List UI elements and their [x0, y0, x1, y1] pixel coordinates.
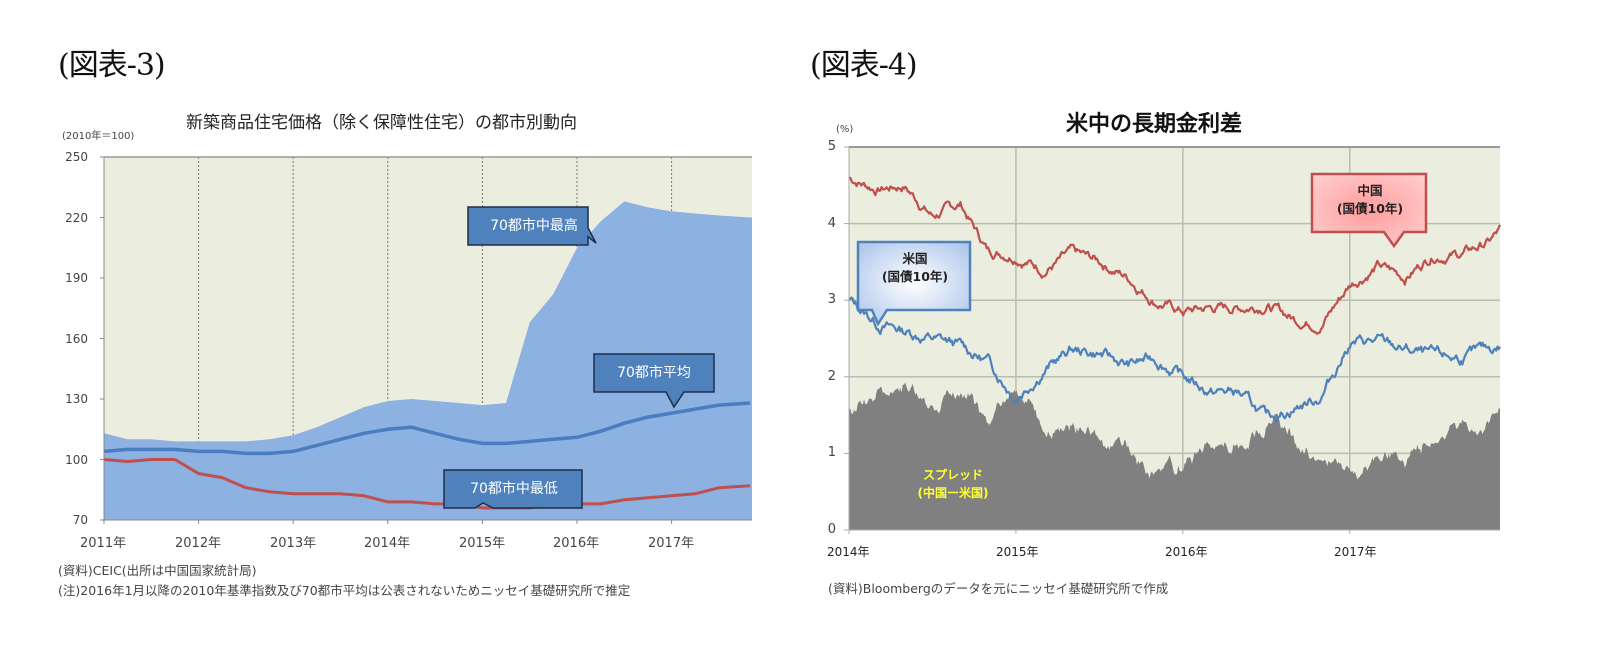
left-chart-title: 新築商品住宅価格（除く保障性住宅）の都市別動向: [186, 113, 577, 133]
cn-callout-line2: (国債10年): [1336, 201, 1404, 216]
left-y-unit: (2010年＝100): [62, 131, 135, 142]
y-tick: 190: [65, 271, 88, 285]
x-tick: 2012年: [175, 536, 222, 551]
x-tick: 2017年: [648, 536, 695, 551]
y-tick: 130: [65, 392, 88, 406]
x-tick: 2013年: [270, 536, 317, 551]
x-tick: 2011年: [80, 536, 127, 551]
y-tick: 70: [72, 513, 88, 527]
y-tick: 100: [65, 453, 88, 467]
x-tick: 2017年: [1334, 545, 1377, 559]
y-tick: 160: [65, 332, 88, 346]
y-tick: 0: [827, 522, 836, 537]
y-tick: 1: [827, 445, 836, 460]
x-tick: 2015年: [459, 536, 506, 551]
callout-min-label: 70都市中最低: [470, 481, 558, 497]
y-tick: 5: [827, 139, 836, 154]
x-tick: 2016年: [553, 536, 600, 551]
right-y-unit: (%): [836, 124, 854, 135]
figure-3-label: (図表-3): [58, 48, 166, 83]
right-chart-plot: [844, 146, 1501, 534]
right-chart-title: 米中の長期金利差: [1066, 112, 1243, 137]
spread-label: スプレッド (中国ー米国): [898, 466, 1008, 502]
callout-max-label: 70都市中最高: [490, 218, 578, 234]
left-source-note: (資料)CEIC(出所は中国国家統計局): [58, 563, 257, 578]
x-tick: 2014年: [827, 545, 870, 559]
x-tick: 2016年: [1165, 545, 1208, 559]
cn-callout-line1: 中国: [1357, 183, 1383, 198]
cn-callout-label: 中国 (国債10年): [1314, 182, 1426, 218]
spread-label-line2: (中国ー米国): [917, 486, 989, 500]
y-tick: 2: [827, 369, 836, 384]
right-source-note: (資料)Bloombergのデータを元にニッセイ基礎研究所で作成: [828, 581, 1169, 596]
us-callout-line1: 米国: [902, 251, 928, 266]
y-tick: 3: [827, 292, 836, 307]
left-footnote: (注)2016年1月以降の2010年基準指数及び70都市平均は公表されないためニ…: [58, 583, 631, 598]
y-tick: 220: [65, 211, 88, 225]
y-tick: 250: [65, 150, 88, 164]
x-tick: 2015年: [996, 545, 1039, 559]
left-chart-plot: [100, 156, 752, 524]
x-tick: 2014年: [364, 536, 411, 551]
us-callout-label: 米国 (国債10年): [860, 250, 970, 286]
figure-4-label: (図表-4): [810, 48, 918, 83]
y-tick: 4: [827, 216, 836, 231]
callout-avg-label: 70都市平均: [617, 365, 691, 381]
spread-label-line1: スプレッド: [922, 468, 983, 482]
us-callout-line2: (国債10年): [881, 269, 949, 284]
